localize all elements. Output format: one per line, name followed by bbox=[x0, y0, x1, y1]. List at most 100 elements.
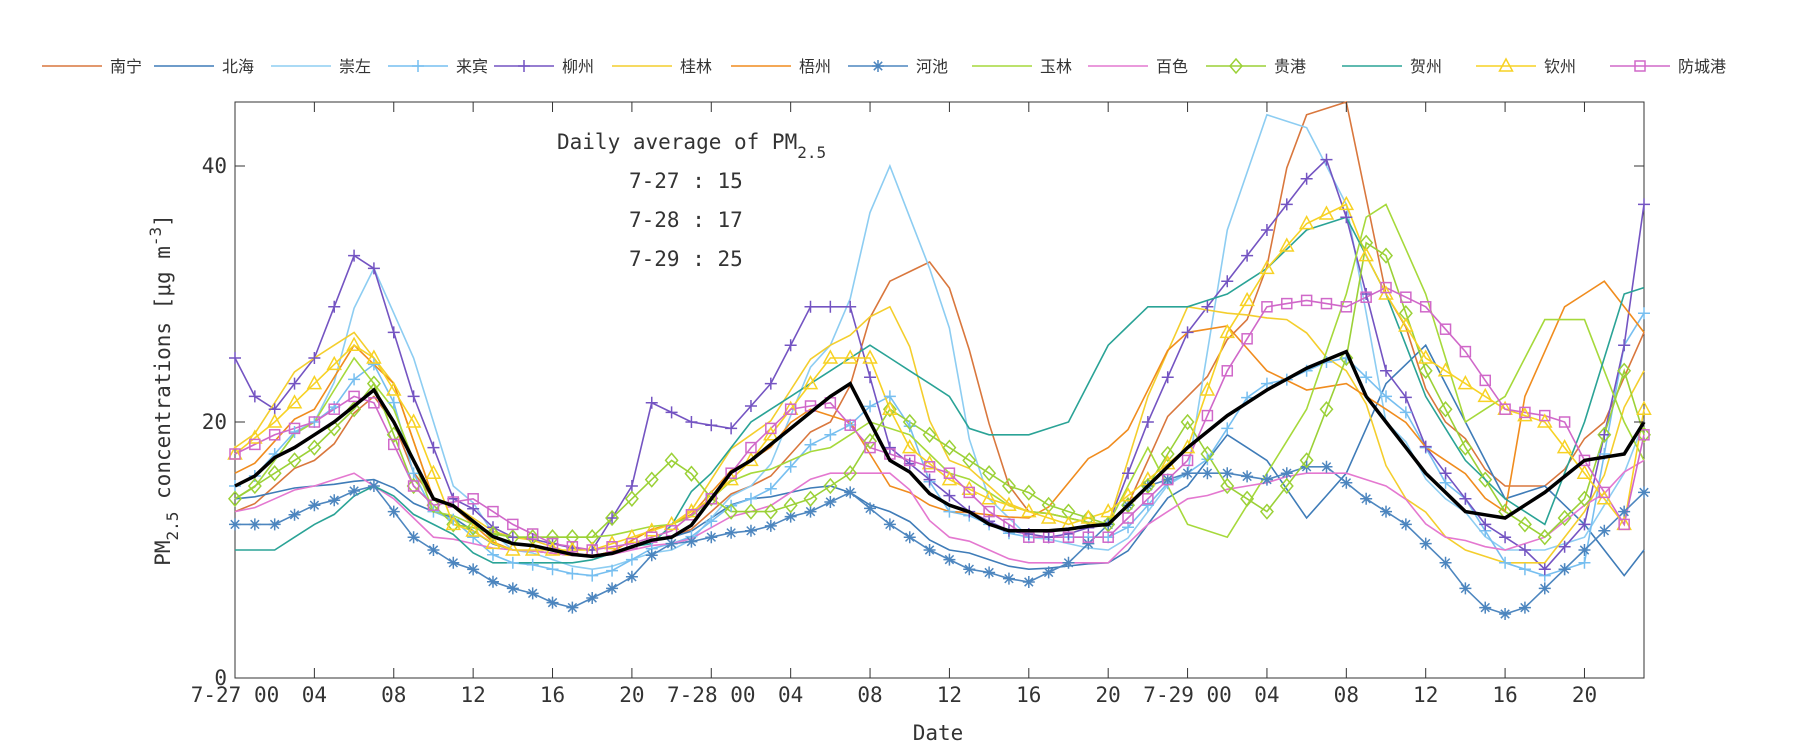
series-14-point-56 bbox=[1340, 301, 1353, 313]
series-5-point-3 bbox=[288, 377, 301, 390]
legend-label: 贺州 bbox=[1410, 57, 1442, 76]
series-5-point-58 bbox=[1380, 364, 1393, 377]
series-8-point-62 bbox=[1459, 582, 1472, 595]
series-8-point-7 bbox=[367, 480, 380, 492]
series-13-point-32 bbox=[862, 349, 878, 364]
series-8-point-12 bbox=[467, 563, 480, 576]
series-5-point-8 bbox=[387, 326, 400, 339]
series-13-point-39 bbox=[1001, 496, 1017, 511]
x-tick-label-5: 20 bbox=[619, 683, 644, 707]
series-5-point-26 bbox=[744, 400, 757, 412]
series-13-point-56 bbox=[1338, 195, 1355, 211]
legend-label: 柳州 bbox=[562, 57, 594, 76]
series-line-10 bbox=[234, 459, 1645, 564]
series-4-point-25 bbox=[725, 499, 738, 512]
series-8-point-57 bbox=[1360, 492, 1373, 505]
series-5-point-71 bbox=[1638, 198, 1650, 211]
y-tick-label-1: 20 bbox=[202, 410, 227, 434]
series-8-point-56 bbox=[1340, 476, 1353, 489]
series-4-point-6 bbox=[348, 373, 361, 386]
series-8-point-29 bbox=[804, 505, 817, 518]
series-5-point-59 bbox=[1399, 391, 1412, 404]
series-5-point-45 bbox=[1122, 467, 1135, 480]
series-5-point-22 bbox=[665, 406, 678, 419]
series-5-point-66 bbox=[1538, 563, 1551, 576]
series-8-point-15 bbox=[526, 587, 539, 600]
series-8-point-4 bbox=[308, 499, 321, 512]
x-tick-label-15: 12 bbox=[1413, 683, 1438, 707]
x-tick-label-7: 04 bbox=[778, 683, 803, 707]
x-tick-label-17: 20 bbox=[1572, 683, 1597, 707]
series-11-point-68 bbox=[1577, 490, 1592, 507]
series-5-point-9 bbox=[407, 390, 420, 403]
series-8-point-31 bbox=[844, 486, 857, 499]
series-5-point-11 bbox=[447, 492, 460, 505]
series-13-point-1 bbox=[247, 429, 263, 444]
series-line-7 bbox=[234, 280, 1645, 558]
series-5-point-7 bbox=[367, 262, 380, 275]
series-5-point-21 bbox=[645, 396, 658, 409]
series-4-point-4 bbox=[308, 416, 321, 428]
series-5-point-12 bbox=[467, 502, 480, 515]
series-13-point-35 bbox=[921, 455, 938, 470]
series-11-point-3 bbox=[287, 452, 302, 469]
x-tick-label-10: 16 bbox=[1016, 683, 1041, 707]
x-tick-label-13: 04 bbox=[1254, 683, 1279, 707]
series-14-point-58 bbox=[1380, 281, 1392, 294]
series-11-point-32 bbox=[863, 433, 878, 450]
series-8-point-33 bbox=[883, 518, 896, 531]
series-14-point-32 bbox=[864, 441, 876, 454]
series-line-12 bbox=[235, 216, 1645, 564]
series-8-point-58 bbox=[1380, 505, 1393, 518]
series-8-point-49 bbox=[1201, 467, 1214, 480]
series-4-point-71 bbox=[1638, 307, 1650, 320]
series-8-point-1 bbox=[248, 518, 261, 531]
series-5-point-6 bbox=[348, 249, 361, 262]
series-11-point-39 bbox=[1001, 477, 1016, 495]
series-14-point-66 bbox=[1539, 409, 1551, 422]
series-14-point-64 bbox=[1499, 403, 1511, 415]
series-14-point-48 bbox=[1181, 454, 1194, 467]
series-11-point-20 bbox=[624, 490, 639, 507]
series-line-14 bbox=[234, 286, 1645, 551]
series-5-point-5 bbox=[328, 300, 341, 313]
series-13-point-44 bbox=[1100, 503, 1116, 518]
series-13-point-55 bbox=[1318, 205, 1335, 220]
series-4-point-11 bbox=[447, 513, 460, 526]
legend-item-14: 防城港 bbox=[1610, 57, 1726, 76]
series-14-point-2 bbox=[268, 429, 281, 441]
series-5-point-47 bbox=[1161, 371, 1174, 384]
series-5-point-14 bbox=[506, 531, 519, 544]
series-14-point-59 bbox=[1400, 291, 1412, 303]
series-11-point-22 bbox=[664, 452, 679, 469]
series-13-point-23 bbox=[683, 503, 700, 518]
legend-swatch-marker bbox=[412, 60, 424, 72]
series-5-point-48 bbox=[1181, 326, 1194, 339]
series-4-point-8 bbox=[387, 396, 400, 409]
series-13-point-37 bbox=[961, 480, 978, 495]
series-8-point-61 bbox=[1439, 556, 1452, 569]
series-14-point-23 bbox=[685, 509, 698, 521]
series-14-point-7 bbox=[368, 397, 380, 409]
series-4-point-3 bbox=[288, 426, 301, 438]
series-4-point-65 bbox=[1518, 563, 1531, 576]
series-14-point-55 bbox=[1320, 297, 1333, 310]
legend-item-12: 贺州 bbox=[1342, 57, 1442, 76]
series-5-point-27 bbox=[764, 377, 777, 390]
series-line-9 bbox=[234, 203, 1645, 539]
series-13-point-13 bbox=[485, 534, 501, 550]
series-4-point-30 bbox=[824, 428, 837, 441]
series-14-point-6 bbox=[348, 390, 360, 403]
series-11-point-70 bbox=[1617, 362, 1632, 379]
series-11-point-6 bbox=[347, 401, 362, 418]
series-14-point-8 bbox=[388, 438, 400, 451]
series-4-point-29 bbox=[804, 438, 817, 451]
series-11-point-1 bbox=[247, 477, 262, 495]
series-8-point-30 bbox=[824, 496, 837, 508]
legend-item-7: 梧州 bbox=[731, 57, 831, 76]
axes-layer: 0 20 40 7-27 00 04 08 12 16 20 7-28 00 04 08 12 16 20 7… bbox=[191, 102, 1644, 707]
series-line-11 bbox=[234, 241, 1645, 539]
series-14-point-61 bbox=[1439, 323, 1452, 335]
series-4-point-14 bbox=[506, 556, 519, 569]
series-14-point-1 bbox=[249, 438, 261, 451]
